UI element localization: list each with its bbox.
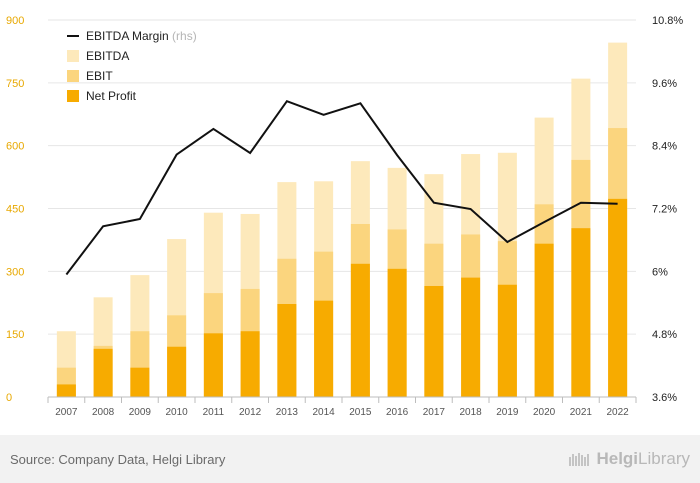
y-left-tick-label: 750	[6, 78, 24, 90]
y-left-tick-label: 450	[6, 204, 24, 216]
x-tick-label: 2013	[276, 407, 299, 418]
bar-net-profit	[277, 304, 297, 397]
bars	[56, 42, 628, 398]
x-tick-label: 2016	[386, 407, 409, 418]
bar-net-profit	[497, 284, 517, 397]
bar-net-profit	[203, 333, 223, 397]
y-right-tick-label: 9.6%	[652, 78, 677, 90]
legend: EBITDA Margin (rhs) EBITDA EBIT Net Profit	[67, 29, 197, 103]
legend-ebitda-label: EBITDA	[86, 49, 129, 63]
bar-net-profit	[350, 263, 370, 397]
legend-net-profit-swatch	[67, 90, 79, 102]
legend-ebit-swatch	[67, 70, 79, 82]
legend-ebitda-margin-label: EBITDA Margin (rhs)	[86, 29, 197, 43]
x-tick-label: 2011	[203, 407, 225, 418]
y-left-tick-label: 0	[6, 392, 12, 404]
bar-net-profit	[93, 348, 113, 397]
logo-text-helgi: Helgi	[596, 449, 639, 468]
bar-net-profit	[314, 300, 334, 397]
y-right-tick-label: 7.2%	[652, 204, 677, 216]
legend-rhs-suffix: (rhs)	[169, 29, 197, 43]
x-tick-label: 2021	[570, 407, 593, 418]
y-right-tick-label: 6%	[652, 266, 668, 278]
legend-ebit-label: EBIT	[86, 69, 113, 83]
x-tick-label: 2015	[349, 407, 372, 418]
bar-net-profit	[167, 346, 187, 397]
x-tick-label: 2020	[533, 407, 556, 418]
y-left-tick-label: 300	[6, 266, 24, 278]
bar-net-profit	[571, 228, 591, 397]
bar-net-profit	[130, 367, 150, 397]
y-right-tick-label: 10.8%	[652, 15, 683, 27]
y-left-tick-label: 900	[6, 15, 24, 27]
legend-ebitda-swatch	[67, 50, 79, 62]
helgi-library-logo: HelgiLibrary	[568, 449, 690, 469]
y-left-tick-label: 600	[6, 141, 24, 153]
y-right-tick-label: 4.8%	[652, 329, 677, 341]
x-tick-label: 2022	[607, 407, 630, 418]
books-icon	[569, 453, 590, 466]
bar-net-profit	[534, 243, 554, 397]
bar-net-profit	[461, 277, 481, 397]
y-right-tick-label: 8.4%	[652, 141, 677, 153]
y-left-tick-label: 150	[6, 329, 24, 341]
legend-net-profit-label: Net Profit	[86, 89, 137, 103]
bar-net-profit	[608, 198, 628, 397]
x-tick-label: 2010	[166, 407, 189, 418]
bar-net-profit	[56, 384, 76, 397]
x-tick-label: 2018	[460, 407, 483, 418]
x-tick-label: 2012	[239, 407, 262, 418]
x-tick-label: 2017	[423, 407, 446, 418]
line-ebitda-margin	[65, 99, 618, 276]
axes: 0 150 300 450 600 750 900 3.6% 4.8% 6% 7.2% 8.4% 9.6…	[6, 15, 683, 418]
x-tick-label: 2019	[496, 407, 519, 418]
x-tick-label: 2014	[313, 407, 336, 418]
margin-line	[65, 99, 618, 276]
x-tick-label: 2009	[129, 407, 152, 418]
bar-net-profit	[424, 285, 444, 397]
y-right-tick-label: 3.6%	[652, 392, 677, 404]
source-note: Source: Company Data, Helgi Library	[10, 452, 226, 467]
x-tick-label: 2008	[92, 407, 115, 418]
bar-net-profit	[387, 268, 407, 397]
logo-text-library: Library	[638, 449, 690, 468]
bar-net-profit	[240, 331, 260, 397]
x-tick-label: 2007	[55, 407, 78, 418]
